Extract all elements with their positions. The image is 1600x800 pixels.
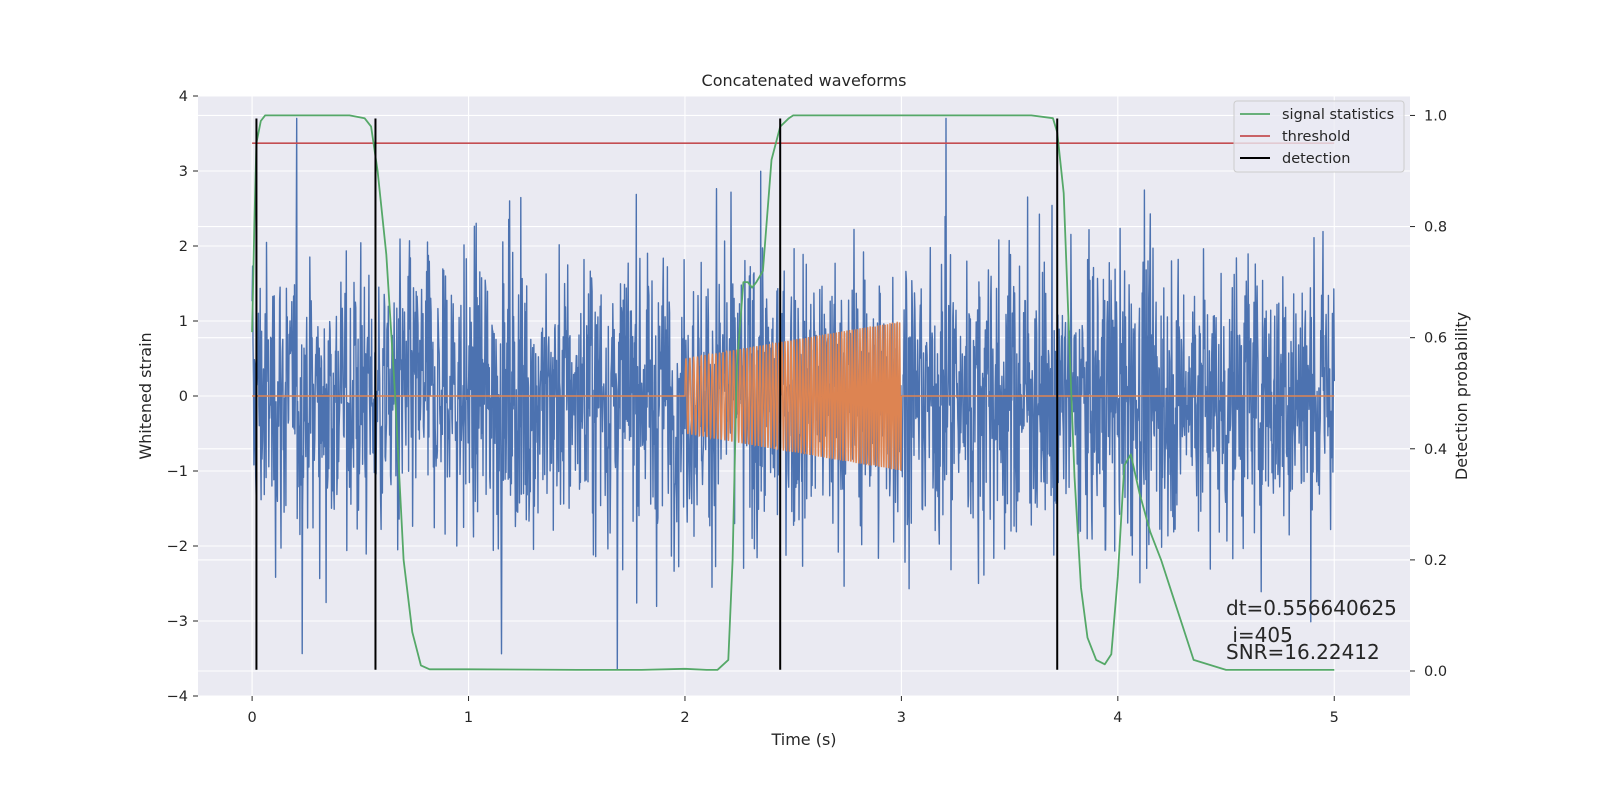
x-axis-label: Time (s) — [770, 730, 836, 749]
y2-tick-label: 0.4 — [1424, 442, 1447, 458]
y-tick-label: −2 — [167, 539, 188, 555]
y-tick-label: 2 — [179, 239, 188, 255]
annotation-snr: SNR=16.22412 — [1226, 640, 1380, 664]
series-chirp-line — [252, 321, 1335, 471]
y-tick-label: 1 — [179, 314, 188, 330]
x-tick-label: 4 — [1113, 710, 1122, 726]
y2-tick-label: 0.2 — [1424, 553, 1447, 569]
annotation-index: i=405 — [1226, 623, 1293, 647]
y2-tick-label: 1.0 — [1424, 108, 1447, 124]
legend-label-detection: detection — [1282, 151, 1350, 167]
x-tick-label: 5 — [1330, 710, 1339, 726]
legend-label-signal-statistics: signal statistics — [1282, 107, 1394, 123]
y-tick-label: 3 — [179, 164, 188, 180]
y2-axis-label: Detection probability — [1452, 312, 1471, 480]
y2-tick-label: 0.6 — [1424, 331, 1447, 347]
y-tick-label: 4 — [179, 89, 188, 105]
x-tick-label: 1 — [464, 710, 473, 726]
y-tick-label: −1 — [167, 464, 188, 480]
axes-layer: 0 1 2 3 4 5 −4 −3 −2 −1 0 1 2 3 4 0.0 0.2 0.4 0.6 0.8 1.0 — [167, 89, 1447, 726]
legend-frame — [1233, 100, 1405, 173]
series-layer — [251, 114, 1335, 671]
y-axis-label: Whitened strain — [136, 332, 155, 459]
x-tick-label: 2 — [680, 710, 689, 726]
chart-title: Concatenated waveforms — [702, 71, 907, 90]
x-tick-label: 3 — [897, 710, 906, 726]
legend-label-threshold: threshold — [1282, 129, 1350, 145]
legend: signal statistics threshold detection — [1233, 100, 1405, 173]
x-tick-label: 0 — [247, 710, 256, 726]
y-tick-label: −4 — [167, 689, 188, 705]
series-signal-statistics-line — [251, 114, 1335, 671]
annotation-dt: dt=0.556640625 — [1226, 596, 1397, 620]
y-tick-label: −3 — [167, 614, 188, 630]
y-tick-label: 0 — [179, 389, 188, 405]
y2-tick-label: 0.0 — [1424, 664, 1447, 680]
y2-tick-label: 0.8 — [1424, 220, 1447, 236]
